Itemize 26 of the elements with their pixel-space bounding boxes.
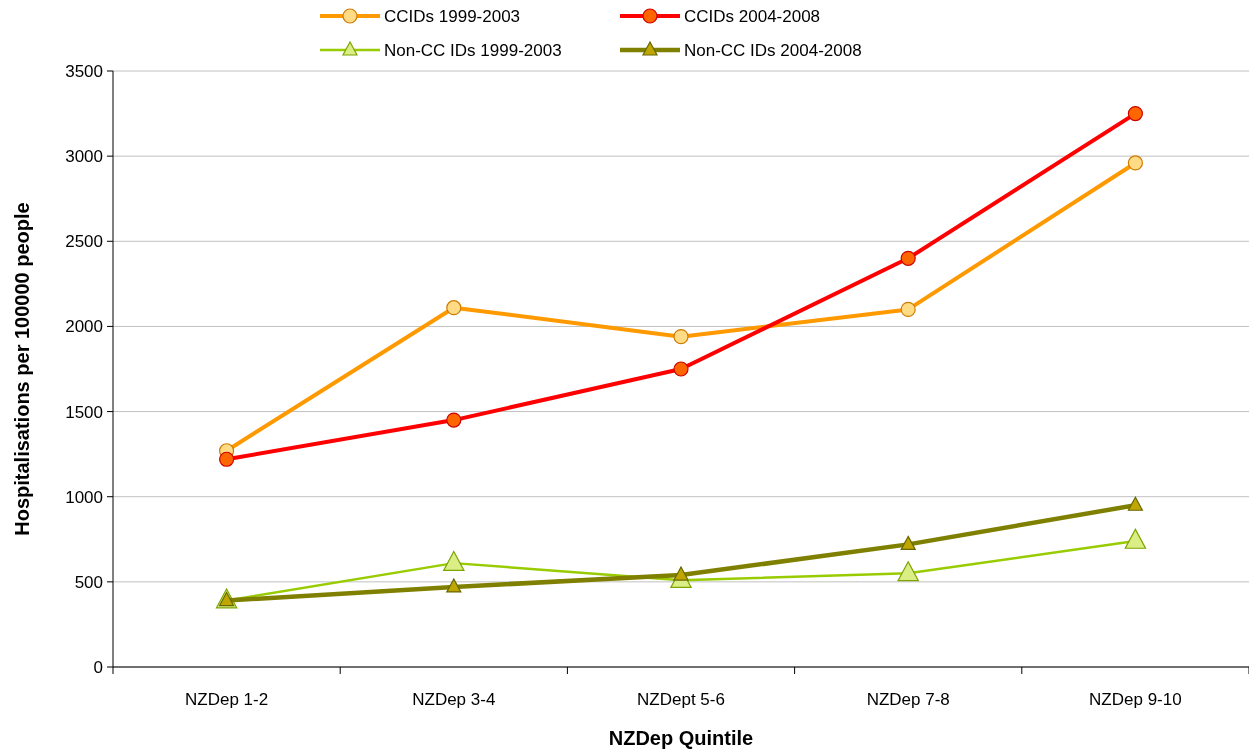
- point: [443, 550, 465, 571]
- y-tick-label: 3000: [65, 147, 103, 167]
- legend-label: CCIDs 1999-2003: [384, 6, 521, 26]
- x-tick-label: NZDep 3-4: [412, 690, 496, 709]
- y-tick-label: 2500: [65, 232, 103, 252]
- x-axis-title: NZDep Quintile: [608, 727, 754, 749]
- point: [1124, 528, 1147, 549]
- y-axis-title: Hospitalisations per 100000 people: [11, 202, 33, 536]
- point: [900, 535, 916, 550]
- y-tick-label: 3500: [65, 61, 103, 81]
- point: [897, 561, 919, 582]
- legend-label: CCIDs 2004-2008: [684, 6, 821, 26]
- y-tick-label: 500: [74, 572, 103, 592]
- x-tick-label: NZDep 9-10: [1089, 690, 1182, 709]
- x-tick-label: NZDep 7-8: [866, 690, 950, 709]
- y-tick-label: 1500: [65, 402, 103, 422]
- y-tick-label: 2000: [65, 317, 103, 337]
- y-tick-label: 1000: [65, 487, 103, 507]
- y-tick-label: 0: [93, 657, 103, 677]
- point: [446, 578, 462, 593]
- x-tick-label: NZDept 5-6: [637, 690, 725, 709]
- point: [673, 566, 689, 581]
- legend-label: Non-CC IDs 1999-2003: [384, 40, 562, 60]
- point: [1127, 496, 1143, 511]
- legend-label: Non-CC IDs 2004-2008: [684, 40, 862, 60]
- x-tick-label: NZDep 1-2: [185, 690, 269, 709]
